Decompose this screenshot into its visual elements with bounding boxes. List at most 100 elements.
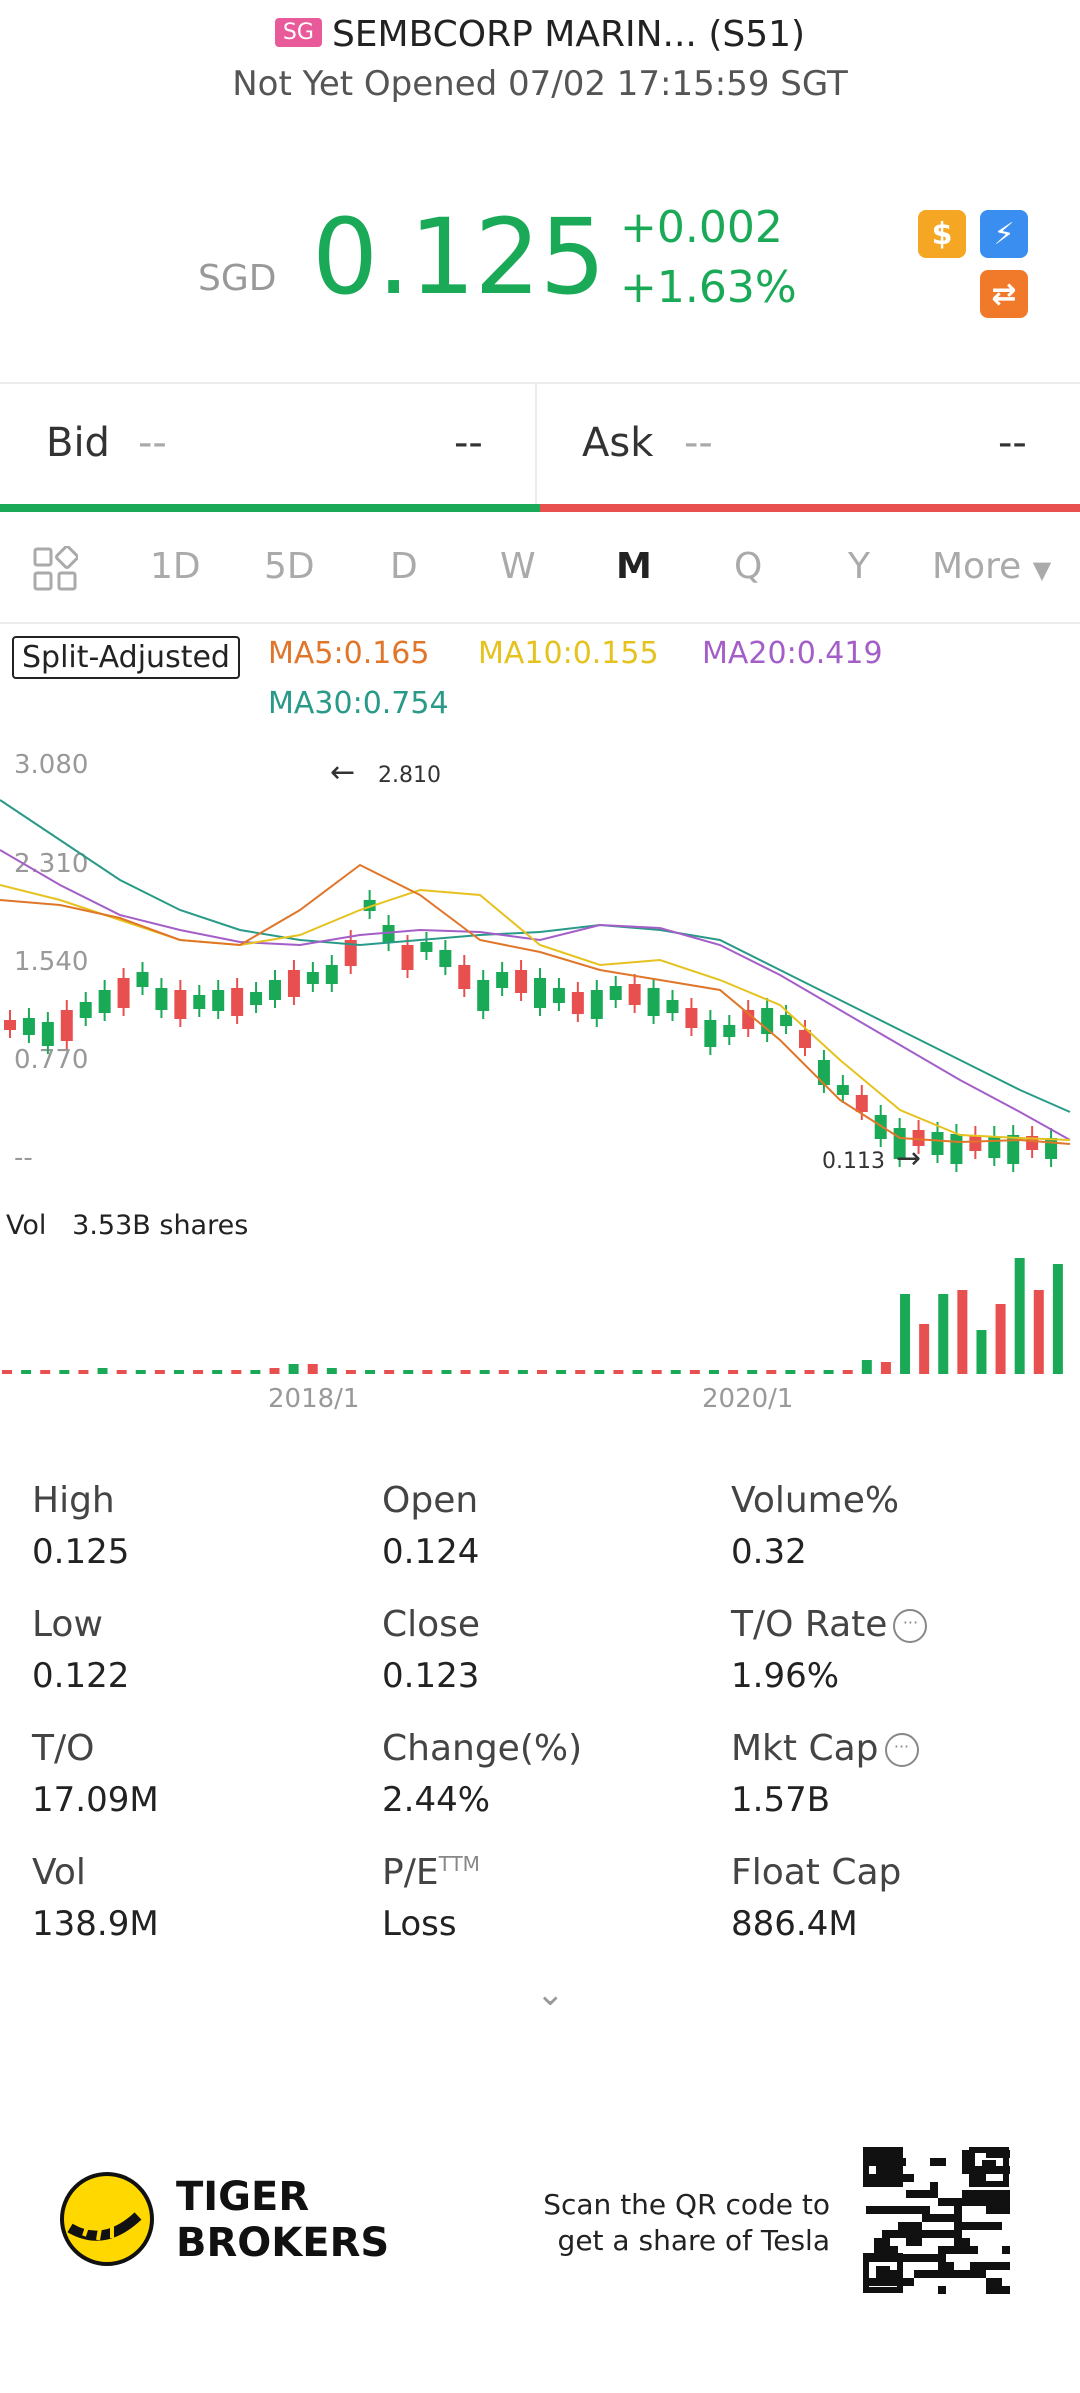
qr-module [938, 2254, 946, 2262]
stat-label-high: High [32, 1480, 115, 1521]
pe-superscript: TTM [438, 1852, 480, 1876]
info-icon[interactable]: ··· [893, 1609, 928, 1643]
volume-bar [441, 1370, 452, 1374]
qr-module [994, 2222, 1002, 2230]
qr-module [898, 2206, 906, 2214]
tab-d[interactable]: D [390, 546, 418, 587]
volume-bar [212, 1370, 223, 1374]
qr-module [890, 2230, 898, 2238]
qr-code-icon [862, 2146, 1010, 2294]
tab-y[interactable]: Y [848, 546, 870, 587]
stat-label-to-rate: T/O Rate ··· [731, 1604, 928, 1645]
candle-body [117, 978, 130, 1008]
bid-ask-separator [535, 384, 537, 504]
market-badge: SG [274, 17, 322, 47]
tab-more[interactable]: More ▼ [932, 546, 1051, 587]
qr-module [946, 2214, 954, 2222]
ma20-line [0, 849, 1071, 1141]
y-tick-label: 0.770 [14, 1045, 88, 1075]
tab-w[interactable]: W [500, 546, 536, 587]
qr-module [882, 2238, 890, 2246]
volume-bar [728, 1370, 739, 1374]
qr-module [978, 2262, 986, 2270]
ma10-label: MA10:0.155 [478, 636, 659, 671]
volume-bar [135, 1370, 146, 1374]
qr-module [1002, 2190, 1010, 2198]
qr-module [994, 2166, 1002, 2174]
stat-value-to: 17.09M [32, 1780, 159, 1820]
qr-module [922, 2190, 930, 2198]
tiger-logo [60, 2172, 154, 2266]
qr-module [962, 2190, 970, 2198]
qr-module [970, 2190, 978, 2198]
price-change: +0.002 [620, 202, 783, 253]
x-tick-label: 2018/1 [268, 1384, 360, 1414]
qr-module [962, 2158, 970, 2166]
candle-body [363, 900, 376, 911]
qr-caption-line-1: Scan the QR code to [543, 2188, 830, 2221]
volume-bar [556, 1370, 567, 1374]
qr-module [906, 2174, 914, 2182]
candle-body [401, 945, 414, 970]
qr-module [946, 2198, 954, 2206]
bid-label: Bid [46, 420, 110, 466]
qr-module [986, 2198, 994, 2206]
expand-chevron-icon[interactable]: ⌄ [536, 1974, 565, 2014]
stat-label-change-pct: Change(%) [382, 1728, 583, 1769]
candle-body [344, 940, 357, 966]
qr-module [954, 2214, 962, 2222]
volume-bar [575, 1370, 586, 1374]
stat-label-pe: P/ETTM [382, 1852, 480, 1893]
qr-module [986, 2278, 994, 2286]
qr-module [986, 2222, 994, 2230]
brand-line-2: BROKERS [176, 2220, 390, 2266]
candle-body [912, 1130, 925, 1146]
tab-5d[interactable]: 5D [264, 546, 315, 587]
candle-body [136, 972, 149, 987]
dollar-icon[interactable]: $ [918, 210, 966, 258]
qr-module [890, 2150, 898, 2158]
volume-bar [880, 1362, 891, 1374]
volume-bar [116, 1370, 127, 1374]
qr-module [922, 2206, 930, 2214]
qr-module [866, 2174, 874, 2182]
price-chart[interactable]: 3.080 2.310 1.540 0.770 -- ← 2.810 0.113… [0, 740, 1080, 1180]
candle-body [817, 1060, 830, 1085]
tab-1d[interactable]: 1D [150, 546, 201, 587]
qr-module [922, 2270, 930, 2278]
qr-module [1002, 2246, 1010, 2254]
qr-module [890, 2158, 898, 2166]
split-adjusted-toggle[interactable]: Split-Adjusted [12, 636, 240, 679]
tab-m[interactable]: M [616, 546, 652, 587]
qr-module [978, 2222, 986, 2230]
qr-module [906, 2278, 914, 2286]
swap-icon[interactable]: ⇄ [980, 270, 1028, 318]
currency-label: SGD [198, 258, 277, 299]
volume-bar [250, 1370, 261, 1374]
tab-q[interactable]: Q [734, 546, 763, 587]
candle-body [723, 1025, 736, 1037]
volume-bar [345, 1370, 356, 1374]
volume-bar [938, 1294, 949, 1374]
qr-module [954, 2246, 962, 2254]
qr-module [962, 2198, 970, 2206]
grid-icon[interactable] [32, 545, 79, 592]
qr-module [874, 2206, 882, 2214]
volume-label: Vol 3.53B shares [6, 1210, 248, 1241]
stat-value-float-cap: 886.4M [731, 1904, 858, 1944]
volume-bar [919, 1324, 930, 1374]
qr-module [946, 2230, 954, 2238]
price-change-pct: +1.63% [620, 262, 797, 313]
volume-bar [537, 1370, 547, 1374]
candle-body [685, 1008, 698, 1028]
ask-price: -- [684, 420, 713, 466]
volume-bar [670, 1370, 681, 1374]
lightning-icon[interactable]: ⚡ [980, 210, 1028, 258]
volume-bar [422, 1370, 433, 1374]
qr-module [906, 2254, 914, 2262]
qr-module [906, 2222, 914, 2230]
info-icon[interactable]: ··· [884, 1733, 919, 1767]
qr-module [986, 2262, 994, 2270]
candle-body [193, 995, 206, 1009]
volume-bar [995, 1304, 1006, 1374]
